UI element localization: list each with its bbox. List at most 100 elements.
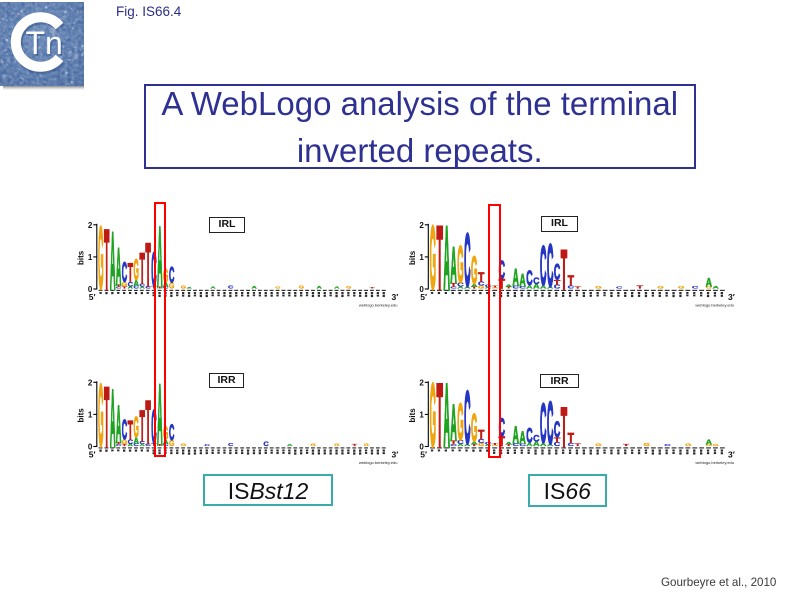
svg-text:C: C <box>554 259 560 285</box>
svg-text:C: C <box>122 257 127 288</box>
svg-text:G: G <box>678 286 684 290</box>
svg-text:T: T <box>450 439 457 446</box>
svg-text:Tn: Tn <box>26 25 63 61</box>
svg-text:A: A <box>187 287 192 289</box>
svg-text:A: A <box>287 444 292 447</box>
svg-text:G: G <box>181 444 186 448</box>
svg-text:T: T <box>128 260 134 288</box>
svg-text:2: 2 <box>419 379 424 388</box>
svg-text:T: T <box>437 367 443 465</box>
svg-text:T: T <box>139 402 144 450</box>
svg-text:G: G <box>595 286 601 290</box>
svg-text:A: A <box>512 422 518 449</box>
svg-text:T: T <box>492 443 499 446</box>
svg-text:A: A <box>450 237 456 294</box>
svg-text:A: A <box>547 444 554 447</box>
svg-text:G: G <box>334 444 339 448</box>
svg-text:A: A <box>139 444 144 447</box>
svg-text:G: G <box>98 367 103 463</box>
svg-text:3′: 3′ <box>392 450 399 460</box>
svg-text:C: C <box>512 443 518 447</box>
svg-text:A: A <box>533 440 540 448</box>
svg-text:bits: bits <box>76 408 85 423</box>
svg-text:A: A <box>540 285 546 290</box>
svg-text:C: C <box>169 420 174 446</box>
svg-text:C: C <box>122 414 127 445</box>
svg-text:C: C <box>499 414 505 442</box>
svg-text:G: G <box>713 444 720 447</box>
svg-text:5′: 5′ <box>89 292 96 302</box>
svg-text:T: T <box>450 281 457 288</box>
svg-text:G: G <box>471 406 477 449</box>
svg-text:T: T <box>478 427 485 442</box>
svg-text:C: C <box>145 286 151 290</box>
svg-text:3′: 3′ <box>392 292 399 302</box>
svg-text:T: T <box>145 233 150 300</box>
svg-text:A: A <box>506 284 513 288</box>
svg-text:C: C <box>228 443 234 448</box>
svg-text:A: A <box>464 287 471 290</box>
svg-text:C: C <box>450 444 457 447</box>
svg-text:T: T <box>157 287 162 290</box>
svg-text:A: A <box>316 286 322 290</box>
svg-text:G: G <box>169 281 174 291</box>
svg-text:C: C <box>547 390 553 457</box>
svg-text:T: T <box>575 286 582 289</box>
svg-text:T: T <box>554 436 561 444</box>
svg-text:1: 1 <box>88 411 93 420</box>
svg-text:T: T <box>499 434 506 450</box>
svg-text:0: 0 <box>88 285 93 294</box>
svg-text:G: G <box>644 443 650 448</box>
svg-text:C: C <box>139 440 145 445</box>
svg-text:G: G <box>134 255 139 287</box>
svg-text:C: C <box>134 286 140 290</box>
svg-text:C: C <box>519 286 526 290</box>
svg-text:G: G <box>98 210 103 306</box>
svg-text:T: T <box>506 287 513 290</box>
svg-text:T: T <box>128 418 134 446</box>
svg-text:2: 2 <box>419 221 424 230</box>
svg-text:A: A <box>706 276 713 290</box>
svg-text:C: C <box>533 276 540 286</box>
svg-text:T: T <box>139 244 144 292</box>
svg-text:A: A <box>506 442 513 446</box>
svg-text:C: C <box>228 285 234 290</box>
svg-text:G: G <box>122 282 127 289</box>
svg-text:C: C <box>478 280 485 287</box>
svg-text:C: C <box>450 287 457 290</box>
svg-text:C: C <box>128 438 133 446</box>
svg-text:A: A <box>110 218 115 307</box>
svg-text:G: G <box>122 439 127 446</box>
svg-text:G: G <box>457 393 463 450</box>
svg-text:G: G <box>299 286 305 290</box>
svg-text:3′: 3′ <box>728 292 735 302</box>
svg-text:G: G <box>311 444 316 448</box>
svg-text:bits: bits <box>408 408 417 423</box>
svg-text:T: T <box>116 284 123 288</box>
svg-text:A: A <box>519 427 525 447</box>
svg-text:T: T <box>492 285 499 288</box>
svg-text:T: T <box>561 397 567 458</box>
svg-text:T: T <box>554 279 561 287</box>
svg-text:C: C <box>547 233 553 300</box>
svg-text:T: T <box>478 269 485 284</box>
svg-text:G: G <box>706 286 713 289</box>
svg-text:A: A <box>443 367 449 465</box>
svg-text:T: T <box>122 287 127 290</box>
svg-text:G: G <box>471 248 477 291</box>
svg-text:C: C <box>464 221 470 302</box>
svg-text:T: T <box>104 370 109 464</box>
svg-text:A: A <box>457 287 464 290</box>
svg-text:G: G <box>657 286 664 290</box>
svg-text:0: 0 <box>88 443 93 452</box>
svg-text:C: C <box>519 443 526 447</box>
svg-text:G: G <box>364 444 369 448</box>
svg-text:0: 0 <box>419 285 424 294</box>
svg-text:weblogo.berkeley.edu: weblogo.berkeley.edu <box>359 460 398 465</box>
svg-text:C: C <box>554 283 561 290</box>
svg-text:A: A <box>533 283 540 291</box>
svg-text:C: C <box>554 416 560 442</box>
svg-text:A: A <box>134 278 140 287</box>
svg-text:A: A <box>210 287 215 290</box>
svg-text:C: C <box>568 285 574 289</box>
